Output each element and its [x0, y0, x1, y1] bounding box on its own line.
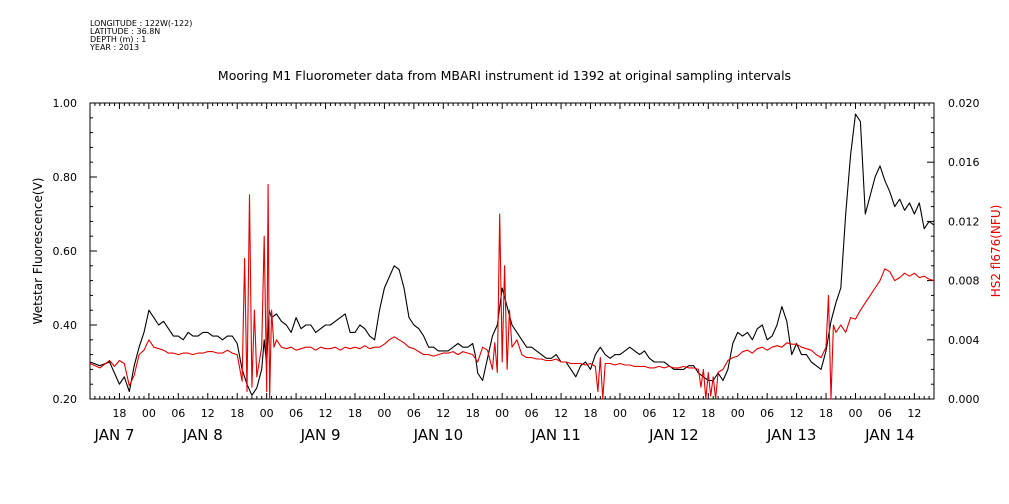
y-left-tick-label: 0.20 — [53, 393, 78, 406]
hs2-series-line — [89, 183, 935, 400]
x-day-label: JAN 10 — [413, 426, 464, 444]
x-hour-label: 18 — [348, 407, 362, 420]
x-hour-label: 00 — [731, 407, 745, 420]
x-hour-label: 12 — [436, 407, 450, 420]
x-hour-label: 00 — [260, 407, 274, 420]
latitude-label: LATITUDE : 36.8N — [90, 27, 161, 36]
chart-title: Mooring M1 Fluorometer data from MBARI i… — [217, 68, 792, 83]
x-hour-label: 18 — [701, 407, 715, 420]
x-day-label: JAN 13 — [766, 426, 817, 444]
y-right-tick-label: 0.000 — [948, 393, 980, 406]
y-right-tick-label: 0.004 — [948, 334, 980, 347]
x-hour-label: 18 — [819, 407, 833, 420]
y-right-axis-title: HS2 fl676(NFU) — [989, 205, 1003, 298]
chart-lines — [89, 113, 935, 400]
x-hour-label: 18 — [230, 407, 244, 420]
plot-frame — [89, 102, 935, 400]
x-hour-label: 18 — [584, 407, 598, 420]
x-hour-label: 00 — [613, 407, 627, 420]
x-hour-label: 06 — [760, 407, 774, 420]
x-hour-label: 12 — [672, 407, 686, 420]
x-hour-label: 06 — [289, 407, 303, 420]
x-hour-label: 18 — [112, 407, 126, 420]
y-left-tick-label: 1.00 — [53, 97, 78, 110]
y-left-axis-title: Wetstar Fluorescence(V) — [31, 178, 45, 325]
chart-axes — [89, 102, 935, 400]
y-left-tick-label: 0.80 — [53, 171, 78, 184]
x-hour-label: 12 — [319, 407, 333, 420]
x-hour-label: 12 — [907, 407, 921, 420]
x-day-label: JAN 9 — [300, 426, 341, 444]
x-hour-label: 12 — [201, 407, 215, 420]
x-day-label: JAN 14 — [864, 426, 915, 444]
longitude-label: LONGITUDE : 122W(-122) — [90, 19, 193, 28]
x-day-label: JAN 11 — [530, 426, 581, 444]
depth-label: DEPTH (m) : 1 — [90, 35, 147, 44]
x-day-label: JAN 8 — [182, 426, 223, 444]
x-hour-label: 00 — [495, 407, 509, 420]
x-day-label: JAN 12 — [648, 426, 699, 444]
x-day-label: JAN 7 — [94, 426, 135, 444]
x-hour-label: 12 — [790, 407, 804, 420]
y-right-tick-label: 0.020 — [948, 97, 980, 110]
y-right-tick-label: 0.012 — [948, 215, 980, 228]
x-hour-label: 18 — [466, 407, 480, 420]
x-hour-label: 06 — [171, 407, 185, 420]
x-hour-label: 06 — [642, 407, 656, 420]
y-right-tick-label: 0.016 — [948, 156, 980, 169]
x-hour-label: 12 — [554, 407, 568, 420]
y-left-tick-label: 0.40 — [53, 319, 78, 332]
x-hour-label: 06 — [407, 407, 421, 420]
x-hour-label: 06 — [525, 407, 539, 420]
x-hour-label: 00 — [142, 407, 156, 420]
year-label: YEAR : 2013 — [90, 43, 140, 52]
x-hour-label: 00 — [377, 407, 391, 420]
y-left-tick-label: 0.60 — [53, 245, 78, 258]
x-hour-label: 00 — [848, 407, 862, 420]
y-right-tick-label: 0.008 — [948, 275, 980, 288]
chart-labels: 0.20 0.40 0.60 0.80 1.00 0.000 0.004 0.008 0.012… — [31, 97, 1003, 444]
x-hour-label: 06 — [878, 407, 892, 420]
